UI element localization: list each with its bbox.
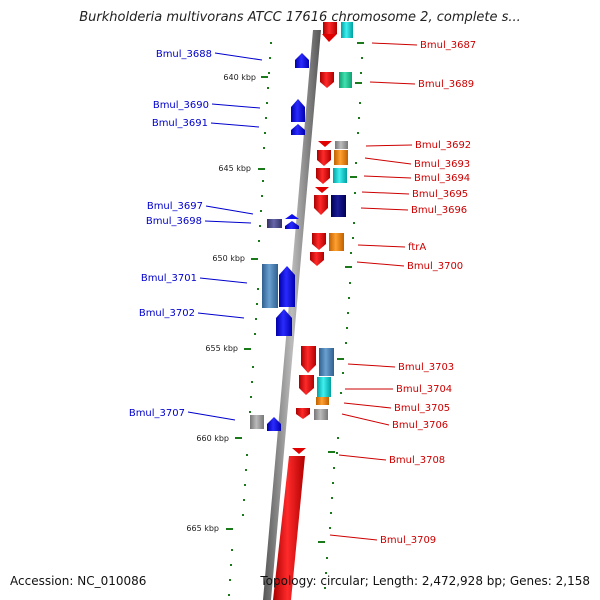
kbp-scale: 640 kbp 645 kbp 650 kbp 655 kbp 660 kbp …: [186, 73, 268, 533]
gene-label[interactable]: Bmul_3698: [146, 216, 202, 227]
gene-label[interactable]: Bmul_3689: [418, 79, 474, 90]
gene-arrow-blue[interactable]: [285, 221, 299, 229]
gene-arrow-red[interactable]: [296, 408, 310, 419]
gene-block-navy[interactable]: [331, 195, 346, 217]
gene-label[interactable]: Bmul_3706: [392, 420, 448, 431]
gene-label[interactable]: ftrA: [408, 242, 426, 253]
kbp-label: 660 kbp: [196, 434, 229, 443]
gene-block-gray[interactable]: [335, 141, 348, 149]
gene-arrow-red[interactable]: [314, 195, 328, 215]
gene-label[interactable]: Bmul_3691: [152, 118, 208, 129]
gene-arrow-red[interactable]: [299, 375, 314, 395]
gene-block-red-long[interactable]: [273, 456, 305, 600]
genome-summary-text: Topology: circular; Length: 2,472,928 bp…: [260, 574, 590, 588]
gene-label[interactable]: Bmul_3709: [380, 535, 436, 546]
gene-arrow-red[interactable]: [292, 448, 306, 454]
gene-arrow-blue[interactable]: [279, 266, 295, 307]
gene-block-orange[interactable]: [316, 397, 329, 405]
gene-label[interactable]: Bmul_3696: [411, 205, 467, 216]
gene-block-red[interactable]: [323, 22, 337, 34]
right-gene-labels: Bmul_3687 Bmul_3689 Bmul_3692 Bmul_3693 …: [329, 40, 476, 546]
gene-label[interactable]: Bmul_3705: [394, 403, 450, 414]
gene-block-orange[interactable]: [329, 233, 344, 251]
gene-arrow-blue[interactable]: [267, 417, 281, 431]
gene-arrow-red[interactable]: [310, 252, 324, 266]
gene-block-steel[interactable]: [319, 348, 334, 376]
gene-label[interactable]: Bmul_3697: [147, 201, 203, 212]
kbp-label: 645 kbp: [218, 164, 251, 173]
left-tick-track: [228, 42, 272, 596]
left-gene-labels: Bmul_3688 Bmul_3690 Bmul_3691 Bmul_3697 …: [129, 49, 263, 421]
gene-arrow-red[interactable]: [312, 233, 326, 250]
gene-block-cyan[interactable]: [317, 377, 331, 397]
gene-arrow-red[interactable]: [301, 346, 316, 373]
gene-arrow-red[interactable]: [322, 34, 337, 42]
gene-arrow-blue[interactable]: [295, 53, 309, 68]
gene-arrow-blue[interactable]: [276, 309, 292, 336]
kbp-label: 650 kbp: [212, 254, 245, 263]
gene-block-orange[interactable]: [334, 150, 348, 165]
kbp-label: 640 kbp: [223, 73, 256, 82]
gene-arrow-blue[interactable]: [291, 99, 305, 122]
gene-label[interactable]: Bmul_3687: [420, 40, 476, 51]
gene-label[interactable]: Bmul_3695: [412, 189, 468, 200]
map-title: Burkholderia multivorans ATCC 17616 chro…: [79, 10, 521, 25]
accession-text: Accession: NC_010086: [10, 574, 147, 588]
gene-label[interactable]: Bmul_3708: [389, 455, 445, 466]
gene-label[interactable]: Bmul_3688: [156, 49, 212, 60]
kbp-label: 655 kbp: [205, 344, 238, 353]
chromosome-backbone: [263, 30, 321, 600]
gene-label[interactable]: Bmul_3704: [396, 384, 452, 395]
gene-label[interactable]: Bmul_3703: [398, 362, 454, 373]
gene-arrow-red[interactable]: [320, 72, 334, 88]
kbp-label: 665 kbp: [186, 524, 219, 533]
gene-block-cyan[interactable]: [341, 22, 353, 38]
gene-label[interactable]: Bmul_3692: [415, 140, 471, 151]
gene-label[interactable]: Bmul_3701: [141, 273, 197, 284]
gene-block-teal[interactable]: [339, 72, 352, 88]
gene-block-steel[interactable]: [262, 264, 278, 308]
gene-arrow-blue[interactable]: [285, 214, 299, 219]
gene-arrow-red[interactable]: [317, 150, 331, 166]
gene-arrow-red[interactable]: [318, 141, 332, 147]
gene-arrow-blue[interactable]: [291, 124, 305, 135]
gene-label[interactable]: Bmul_3693: [414, 159, 470, 170]
right-tick-dashes: [318, 42, 364, 543]
gene-block-slate[interactable]: [267, 219, 282, 228]
right-strand-genes: [273, 22, 353, 600]
gene-block-gray[interactable]: [250, 415, 264, 429]
gene-label[interactable]: Bmul_3700: [407, 261, 463, 272]
gene-arrow-red[interactable]: [315, 187, 329, 193]
gene-label[interactable]: Bmul_3690: [153, 100, 209, 111]
left-strand-genes: [250, 53, 309, 431]
gene-arrow-red[interactable]: [316, 168, 330, 184]
right-tick-track: [324, 42, 364, 589]
gene-label[interactable]: Bmul_3694: [414, 173, 470, 184]
gene-block-cyan[interactable]: [333, 168, 347, 183]
gene-block-gray[interactable]: [314, 409, 328, 420]
gene-label[interactable]: Bmul_3702: [139, 308, 195, 319]
gene-label[interactable]: Bmul_3707: [129, 408, 185, 419]
